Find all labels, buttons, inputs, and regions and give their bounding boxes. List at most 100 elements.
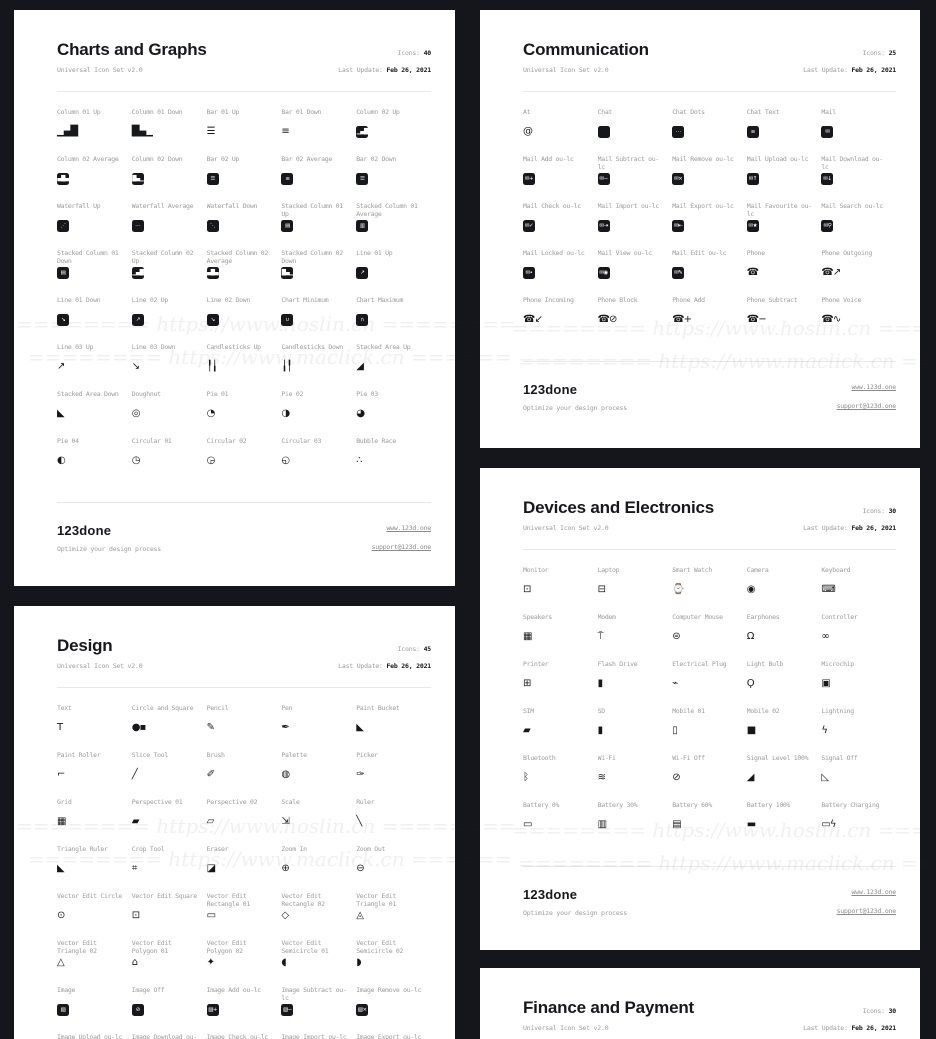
- icon-cell: Image Check ou-lc▧✓: [207, 1033, 282, 1039]
- icon-cell: Paint Roller ⌐: [57, 751, 132, 798]
- icon-cell: Crop Tool ⌗: [132, 845, 207, 892]
- icon-label: Waterfall Down: [206, 202, 258, 210]
- icon-cell: Line 03 Down ↘: [132, 343, 207, 390]
- icon-cell: Triangle Ruler ◣: [57, 845, 132, 892]
- support-email-link[interactable]: support@123d.one: [836, 402, 897, 410]
- icon-cell: Mail ✉: [821, 108, 896, 155]
- signal-off-icon: ◺: [821, 772, 829, 783]
- vector-edit-rectangle-02-icon: ◇: [281, 910, 289, 921]
- icon-cell: Controller ∞: [821, 613, 896, 660]
- icon-label: Mail Check ou-lc: [523, 202, 581, 210]
- card-charts-and-graphs: Charts and Graphs Universal Icon Set v2.0…: [14, 10, 455, 586]
- icon-label: Mail Favourite ou-lc: [746, 202, 812, 218]
- icon-label: Chat Text: [746, 108, 780, 116]
- icon-cell: Stacked Column 02 Average ▄█▄: [206, 249, 282, 296]
- icon-label: Chat: [597, 108, 613, 116]
- icon-label: Mail Import ou-lc: [597, 202, 660, 210]
- icon-cell: Pie 02 ◑: [281, 390, 356, 437]
- website-link[interactable]: www.123d.one: [851, 888, 896, 896]
- vector-edit-semicircle-01-icon: ◖: [281, 957, 286, 968]
- icon-set-subtitle: Universal Icon Set v2.0: [523, 524, 609, 532]
- page-title: Charts and Graphs: [57, 40, 207, 59]
- header-divider: [523, 549, 896, 550]
- icon-cell: Microchip ▣: [821, 660, 896, 707]
- icon-label: Chart Minimum: [281, 296, 329, 304]
- icon-cell: At @: [523, 108, 598, 155]
- icon-label: Doughnut: [131, 390, 161, 398]
- icon-label: Zoom In: [281, 845, 307, 853]
- icon-label: Image Upload ou-lc: [57, 1033, 123, 1039]
- image-add-ou-lc-icon: ▧+: [206, 1003, 219, 1016]
- waterfall-down-icon: ⋱: [206, 219, 219, 232]
- icon-label: Wi-Fi Off: [672, 754, 705, 762]
- icon-cell: Column 02 Down █▄▁: [131, 155, 207, 202]
- icon-label: Line 02 Up: [131, 296, 168, 304]
- icon-cell: Eraser ◪: [207, 845, 282, 892]
- icon-cell: Stacked Column 01 Up ▤: [281, 202, 356, 249]
- icon-label: Mail View ou-lc: [597, 249, 653, 257]
- icon-label: Vector Edit Triangle 02: [57, 939, 97, 955]
- icon-label: Mail Edit ou-lc: [672, 249, 727, 257]
- icon-cell: Vector Edit Circle ⊙: [57, 892, 132, 939]
- icon-label: Flash Drive: [597, 660, 638, 668]
- battery-60-icon: ▤: [672, 819, 682, 830]
- support-email-link[interactable]: support@123d.one: [836, 907, 897, 915]
- icon-label: Chart Maximum: [356, 296, 404, 304]
- icon-label: Mail Export ou-lc: [672, 202, 734, 210]
- icon-label: Pie 02: [281, 390, 304, 398]
- paint-roller-icon: ⌐: [57, 769, 65, 780]
- icon-cell: Bar 02 Down ☰: [356, 155, 431, 202]
- mobile-01-icon: ▯: [672, 725, 677, 736]
- monitor-icon: ⊡: [523, 584, 531, 595]
- icon-label: Chat Dots: [672, 108, 705, 116]
- mail-favourite-ou-lc-icon: ✉★: [746, 219, 759, 232]
- icon-label: Signal Off: [821, 754, 858, 762]
- support-email-link[interactable]: support@123d.one: [371, 543, 432, 551]
- website-link[interactable]: www.123d.one: [851, 383, 896, 391]
- icon-label: Smart Watch: [672, 566, 712, 574]
- icon-label: Stacked Area Down: [57, 390, 119, 398]
- stacked-column-01-down-icon: ▤: [57, 266, 69, 279]
- earphones-icon: Ω: [746, 631, 755, 642]
- icon-cell: Column 02 Average ▄█▄: [57, 155, 132, 202]
- icon-label: Crop Tool: [131, 845, 165, 853]
- card-design: Design Universal Icon Set v2.0 Icons: 45 La…: [14, 606, 455, 1039]
- icon-label: Mail: [821, 108, 836, 116]
- circular-01-icon: ◷: [131, 455, 141, 466]
- icon-cell: Mail Locked ou-lc ✉•: [523, 249, 598, 296]
- website-link[interactable]: www.123d.one: [386, 524, 431, 532]
- icon-label: Image Add ou-lc: [206, 986, 262, 994]
- last-update: Last Update: Feb 26, 2021: [803, 1024, 896, 1032]
- icon-cell: Mail Import ou-lc ✉⇥: [597, 202, 673, 249]
- icons-count: Icons: 30: [862, 507, 897, 515]
- bluetooth-icon: ᛒ: [523, 772, 529, 783]
- icon-label: Image Remove ou-lc: [356, 986, 422, 994]
- icon-cell: SD ▮: [598, 707, 673, 754]
- icon-label: Stacked Column 01 Average: [356, 202, 418, 218]
- page-title: Finance and Payment: [523, 998, 694, 1017]
- icon-cell: Mail Download ou-lc ✉↓: [821, 155, 896, 202]
- pie-03-icon: ◕: [356, 408, 365, 419]
- icon-label: Image Download ou-lc: [131, 1033, 197, 1039]
- line-02-down-icon: ↘: [206, 313, 219, 326]
- brand-tagline: Optimize your design process: [523, 909, 627, 917]
- chat-dots-icon: ⋯: [672, 125, 685, 138]
- camera-icon: ◉: [746, 584, 756, 595]
- icon-cell: Zoom Out ⊖: [356, 845, 431, 892]
- icon-label: Mail Search ou-lc: [821, 202, 883, 210]
- icon-cell: Waterfall Up ⋰: [57, 202, 132, 249]
- wi-fi-icon: ≋: [597, 772, 606, 783]
- icon-cell: Stacked Column 02 Down █▄▁: [281, 249, 356, 296]
- footer-divider: [57, 502, 431, 503]
- icon-label: Text: [57, 704, 72, 712]
- sd-icon: ▮: [597, 725, 603, 736]
- icon-set-subtitle: Universal Icon Set v2.0: [523, 1024, 609, 1032]
- icon-label: Battery 0%: [523, 801, 560, 809]
- icon-label: Circular 03: [281, 437, 322, 445]
- header-divider: [523, 91, 896, 92]
- icon-cell: Perspective 01 ▰: [132, 798, 207, 845]
- column-01-up-icon: ▁▄█: [57, 126, 78, 137]
- icon-label: Grid: [57, 798, 72, 806]
- icon-label: Vector Edit Triangle 01: [356, 892, 396, 908]
- brand-logo: 123done: [523, 887, 578, 902]
